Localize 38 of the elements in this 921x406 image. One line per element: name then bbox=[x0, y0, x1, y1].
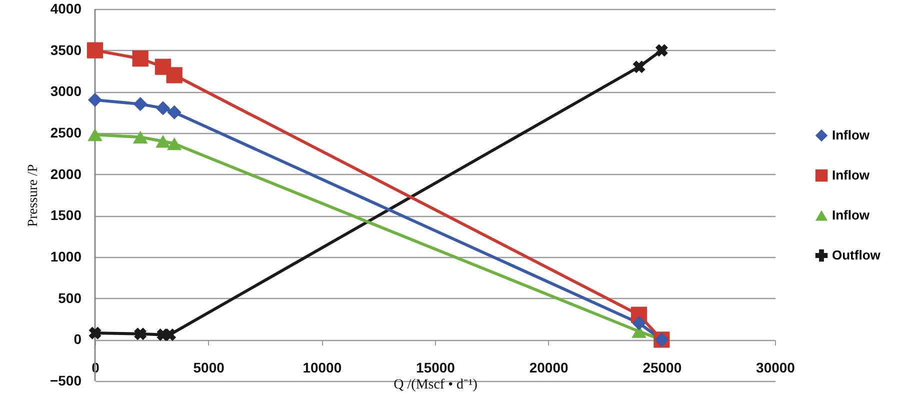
y-tick-label: 500 bbox=[58, 290, 82, 306]
y-tick-label: 0 bbox=[74, 331, 82, 348]
point bbox=[156, 101, 170, 116]
y-tick-label: 1000 bbox=[50, 248, 82, 264]
point bbox=[167, 105, 182, 120]
x-tick-label: 10000 bbox=[302, 360, 342, 376]
point bbox=[632, 60, 646, 74]
point bbox=[86, 42, 104, 58]
x-tick-label: 15000 bbox=[416, 360, 456, 376]
point bbox=[132, 50, 148, 67]
point bbox=[133, 96, 148, 112]
point bbox=[156, 134, 170, 148]
point bbox=[88, 128, 102, 142]
point bbox=[166, 137, 182, 150]
x-tick-label: 20000 bbox=[529, 360, 569, 376]
legend-label: Inflow bbox=[832, 128, 870, 142]
point bbox=[88, 326, 102, 340]
point bbox=[655, 44, 668, 57]
x-tick-label: 5000 bbox=[193, 360, 225, 376]
legend-label: Inflow bbox=[832, 208, 870, 222]
y-tick-label: 4000 bbox=[50, 0, 82, 16]
y-tick-label: 2000 bbox=[50, 166, 82, 182]
y-tick-label: 2500 bbox=[50, 124, 82, 140]
point bbox=[632, 316, 646, 330]
y-tick-label: 3500 bbox=[50, 42, 82, 58]
x-tick-label: 30000 bbox=[756, 360, 796, 376]
x-axis-title: Q /(Mscf • d⁻¹) bbox=[394, 378, 478, 392]
x-tick-label: 25000 bbox=[642, 360, 682, 376]
point bbox=[132, 130, 148, 144]
y-tick-label: 3000 bbox=[50, 83, 82, 100]
point bbox=[88, 92, 102, 108]
point bbox=[166, 67, 182, 84]
y-tick-label: −500 bbox=[50, 372, 82, 388]
point bbox=[134, 328, 147, 340]
y-axis-title: Pressure /P bbox=[26, 164, 41, 227]
legend-label: Inflow bbox=[832, 168, 870, 182]
y-tick-label: 1500 bbox=[50, 207, 82, 224]
legend-label: Outflow bbox=[832, 248, 882, 262]
